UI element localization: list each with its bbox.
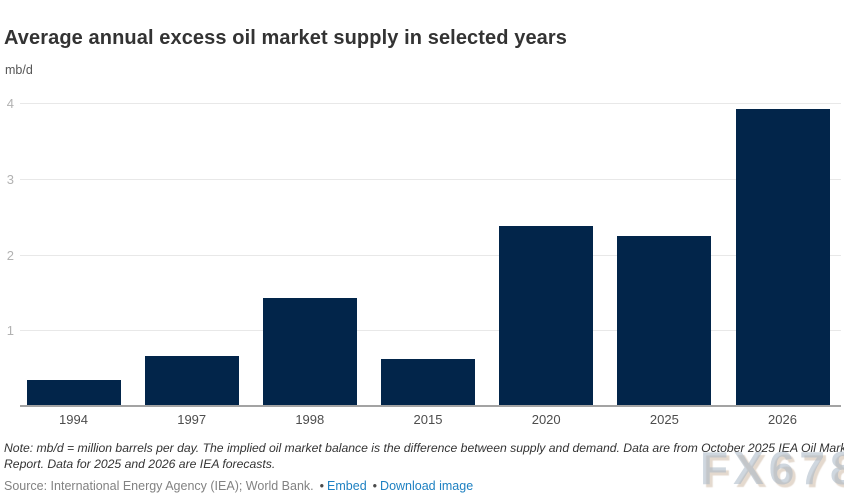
bar-1994 xyxy=(26,379,121,406)
bar-2026 xyxy=(735,108,830,406)
gridline xyxy=(20,330,841,332)
bar-1998 xyxy=(262,297,357,406)
x-axis-tick-label: 1998 xyxy=(295,412,325,427)
x-axis-tick-label: 2015 xyxy=(413,412,443,427)
x-axis-tick-label: 1997 xyxy=(177,412,207,427)
embed-link[interactable]: Embed xyxy=(327,479,367,493)
source-line: Source: International Energy Agency (IEA… xyxy=(4,479,473,493)
bar-2025 xyxy=(617,235,712,406)
x-axis-tick-label: 2025 xyxy=(649,412,679,427)
y-axis-tick-label: 2 xyxy=(6,247,14,263)
x-axis-tick-label: 2020 xyxy=(531,412,561,427)
y-axis-tick-label: 4 xyxy=(6,96,14,112)
bar-2020 xyxy=(499,225,594,406)
x-axis-tick-label: 1994 xyxy=(59,412,88,427)
gridline xyxy=(20,178,841,180)
y-axis-unit-label: mb/d xyxy=(5,63,33,77)
y-axis-tick-label: 1 xyxy=(6,323,14,339)
bar-2015 xyxy=(381,359,475,406)
chart-title: Average annual excess oil market supply … xyxy=(4,27,568,49)
note-line-1: Note: mb/d = million barrels per day. Th… xyxy=(4,441,844,455)
note-line-2: Report. Data for 2025 and 2026 are IEA f… xyxy=(4,456,276,471)
bullet-separator: • xyxy=(319,479,325,493)
x-axis-tick-label: 2026 xyxy=(768,412,797,427)
bar-1997 xyxy=(144,356,239,406)
bullet-separator: • xyxy=(372,479,378,493)
note-text: Note: mb/d = million barrels per day. Th… xyxy=(4,441,844,472)
gridline xyxy=(20,254,841,256)
x-axis-line xyxy=(20,405,841,407)
y-axis-tick-label: 3 xyxy=(6,171,14,187)
download-image-link[interactable]: Download image xyxy=(380,479,474,493)
gridline xyxy=(20,103,841,105)
source-text: Source: International Energy Agency (IEA… xyxy=(4,479,314,493)
